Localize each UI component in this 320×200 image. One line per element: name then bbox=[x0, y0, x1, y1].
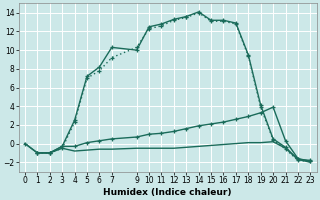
X-axis label: Humidex (Indice chaleur): Humidex (Indice chaleur) bbox=[103, 188, 232, 197]
